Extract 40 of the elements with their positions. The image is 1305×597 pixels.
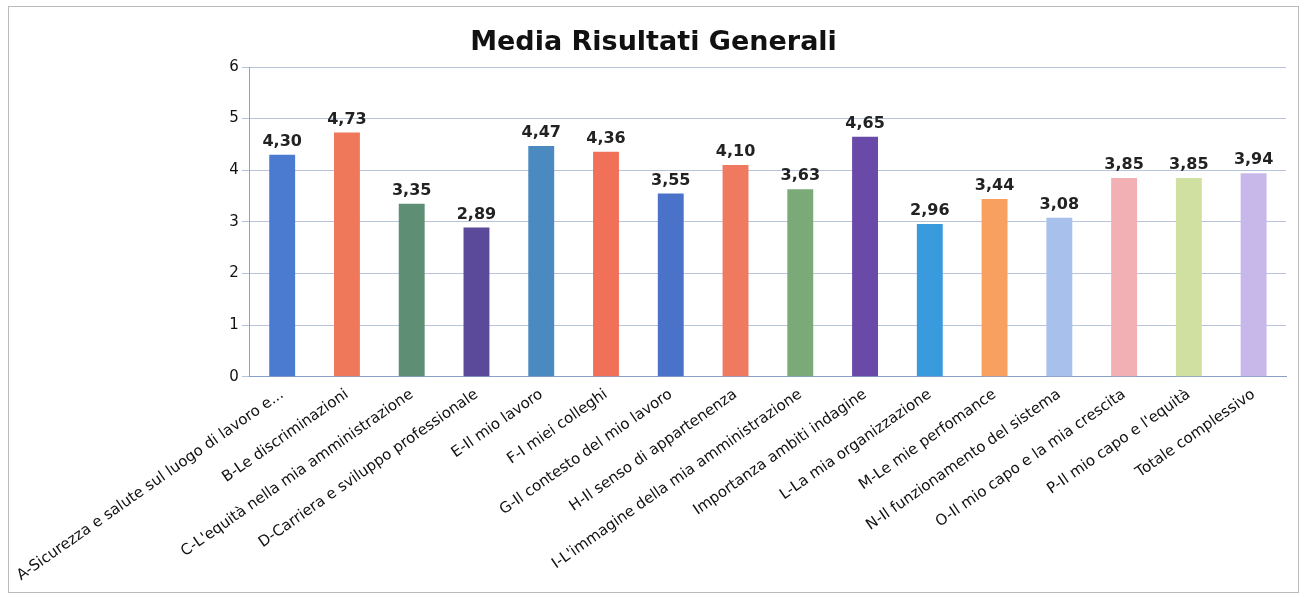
y-tick-label: 6 [229, 56, 239, 75]
y-tick-label: 0 [229, 366, 239, 385]
data-label: 4,73 [327, 108, 367, 128]
y-tick-label: 4 [229, 160, 239, 179]
bar [852, 136, 878, 377]
bar [1111, 177, 1138, 377]
bar [1240, 173, 1267, 377]
data-label: 3,35 [391, 179, 432, 199]
y-tick-label: 3 [229, 211, 239, 230]
data-label: 3,63 [780, 165, 821, 185]
y-tick-label: 1 [229, 314, 239, 333]
data-label: 4,10 [715, 141, 756, 161]
bar [269, 154, 296, 377]
data-label: 3,85 [1169, 154, 1209, 174]
data-label: 4,30 [262, 130, 302, 150]
bar [463, 227, 490, 377]
bar [398, 203, 425, 377]
chart-title: Media Risultati Generali [469, 25, 838, 56]
data-label: 2,89 [456, 203, 497, 223]
bar [593, 151, 619, 377]
y-tick-label: 5 [229, 108, 239, 127]
data-label: 4,47 [521, 122, 561, 142]
bar [657, 193, 684, 377]
y-tick-label: 2 [229, 263, 239, 282]
data-label: 2,96 [910, 200, 950, 220]
bar [333, 132, 360, 377]
data-label: 3,94 [1233, 149, 1274, 169]
data-label: 3,44 [974, 175, 1015, 195]
data-label: 3,08 [1039, 193, 1080, 213]
data-label: 4,65 [845, 112, 885, 132]
bar [528, 145, 555, 377]
bar [916, 223, 943, 377]
bar [1175, 177, 1202, 377]
data-label: 3,85 [1104, 154, 1144, 174]
bar [722, 165, 749, 377]
bar [1046, 217, 1073, 377]
data-label: 3,55 [651, 169, 691, 189]
bar [981, 199, 1008, 377]
data-label: 4,36 [586, 127, 626, 147]
bar [787, 189, 814, 377]
